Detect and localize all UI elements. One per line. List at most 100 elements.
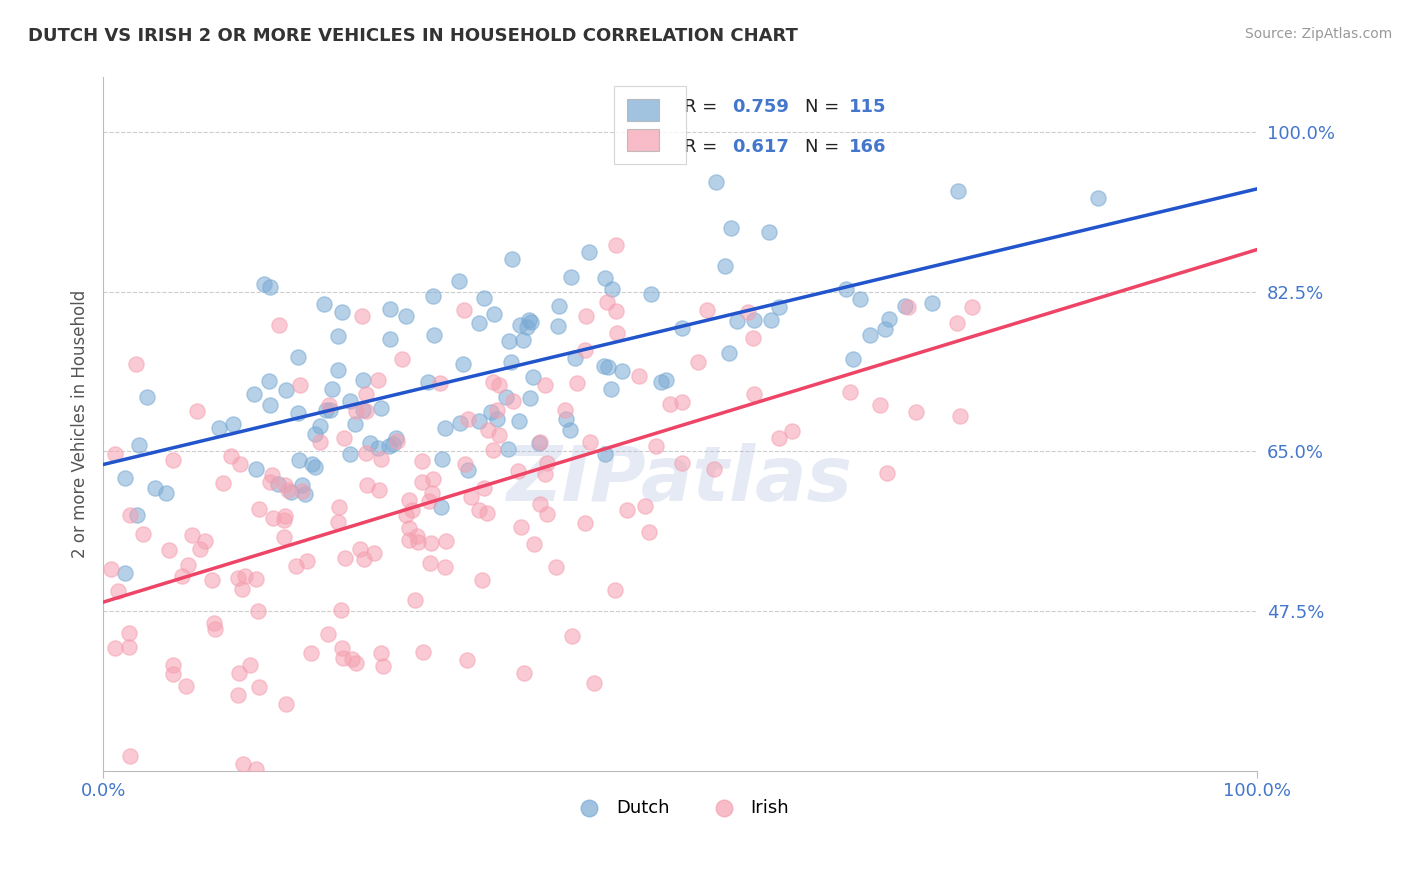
- Point: [659, 397, 682, 411]
- Point: [135, 390, 157, 404]
- Point: [457, 463, 479, 477]
- Point: [367, 373, 389, 387]
- Point: [706, 175, 728, 189]
- Point: [529, 497, 551, 511]
- Point: [380, 302, 402, 317]
- Point: [118, 640, 141, 655]
- Point: [125, 358, 148, 372]
- Point: [596, 295, 619, 310]
- Point: [433, 559, 456, 574]
- Point: [430, 451, 453, 466]
- Point: [309, 435, 332, 450]
- Point: [650, 376, 672, 390]
- Point: [758, 225, 780, 239]
- Point: [894, 300, 917, 314]
- Point: [157, 542, 180, 557]
- Point: [288, 378, 311, 392]
- Point: [536, 456, 558, 470]
- Point: [460, 490, 482, 504]
- Legend: Dutch, Irish: Dutch, Irish: [564, 791, 797, 824]
- Point: [226, 571, 249, 585]
- Point: [501, 354, 523, 368]
- Point: [370, 401, 392, 416]
- Point: [328, 515, 350, 529]
- Point: [485, 403, 508, 417]
- Point: [547, 318, 569, 333]
- Point: [869, 398, 891, 412]
- Point: [897, 300, 920, 314]
- Point: [637, 524, 659, 539]
- Point: [273, 530, 295, 544]
- Text: 0.617: 0.617: [733, 137, 789, 156]
- Point: [479, 405, 502, 419]
- Point: [468, 414, 491, 428]
- Point: [398, 533, 420, 548]
- Point: [259, 398, 281, 412]
- Point: [368, 483, 391, 498]
- Point: [245, 763, 267, 777]
- Point: [339, 394, 361, 409]
- Point: [688, 354, 710, 368]
- Point: [616, 503, 638, 517]
- Point: [262, 510, 284, 524]
- Y-axis label: 2 or more Vehicles in Household: 2 or more Vehicles in Household: [72, 290, 89, 558]
- Point: [242, 386, 264, 401]
- Point: [555, 412, 578, 426]
- Point: [141, 781, 163, 796]
- Text: N =: N =: [804, 97, 845, 116]
- Point: [356, 478, 378, 492]
- Point: [582, 676, 605, 690]
- Point: [422, 289, 444, 303]
- Point: [859, 327, 882, 342]
- Point: [640, 287, 662, 301]
- Point: [330, 603, 353, 617]
- Point: [274, 384, 297, 398]
- Point: [948, 184, 970, 198]
- Point: [420, 535, 443, 549]
- Point: [353, 552, 375, 566]
- Point: [277, 483, 299, 497]
- Point: [600, 383, 623, 397]
- Point: [253, 277, 276, 291]
- Point: [274, 478, 297, 492]
- Point: [703, 462, 725, 476]
- Point: [610, 364, 633, 378]
- Point: [118, 508, 141, 523]
- Point: [529, 436, 551, 450]
- Point: [245, 462, 267, 476]
- Point: [451, 357, 474, 371]
- Point: [904, 405, 927, 419]
- Point: [128, 437, 150, 451]
- Point: [416, 375, 439, 389]
- Point: [228, 457, 250, 471]
- Point: [384, 431, 406, 445]
- Point: [516, 319, 538, 334]
- Point: [363, 545, 385, 559]
- Point: [177, 558, 200, 572]
- Point: [534, 378, 557, 392]
- Point: [454, 457, 477, 471]
- Point: [876, 466, 898, 480]
- Point: [468, 503, 491, 517]
- Point: [398, 521, 420, 535]
- Point: [262, 467, 284, 482]
- Point: [575, 310, 598, 324]
- Text: Source: ZipAtlas.com: Source: ZipAtlas.com: [1244, 27, 1392, 41]
- Point: [287, 350, 309, 364]
- Point: [422, 472, 444, 486]
- Point: [202, 616, 225, 631]
- Point: [326, 328, 349, 343]
- Point: [200, 574, 222, 588]
- Point: [512, 333, 534, 347]
- Point: [412, 645, 434, 659]
- Point: [472, 291, 495, 305]
- Point: [398, 493, 420, 508]
- Point: [344, 417, 367, 431]
- Point: [605, 238, 627, 252]
- Point: [233, 569, 256, 583]
- Point: [219, 450, 242, 464]
- Point: [125, 508, 148, 523]
- Text: DUTCH VS IRISH 2 OR MORE VEHICLES IN HOUSEHOLD CORRELATION CHART: DUTCH VS IRISH 2 OR MORE VEHICLES IN HOU…: [28, 27, 799, 45]
- Point: [181, 528, 204, 542]
- Point: [100, 561, 122, 575]
